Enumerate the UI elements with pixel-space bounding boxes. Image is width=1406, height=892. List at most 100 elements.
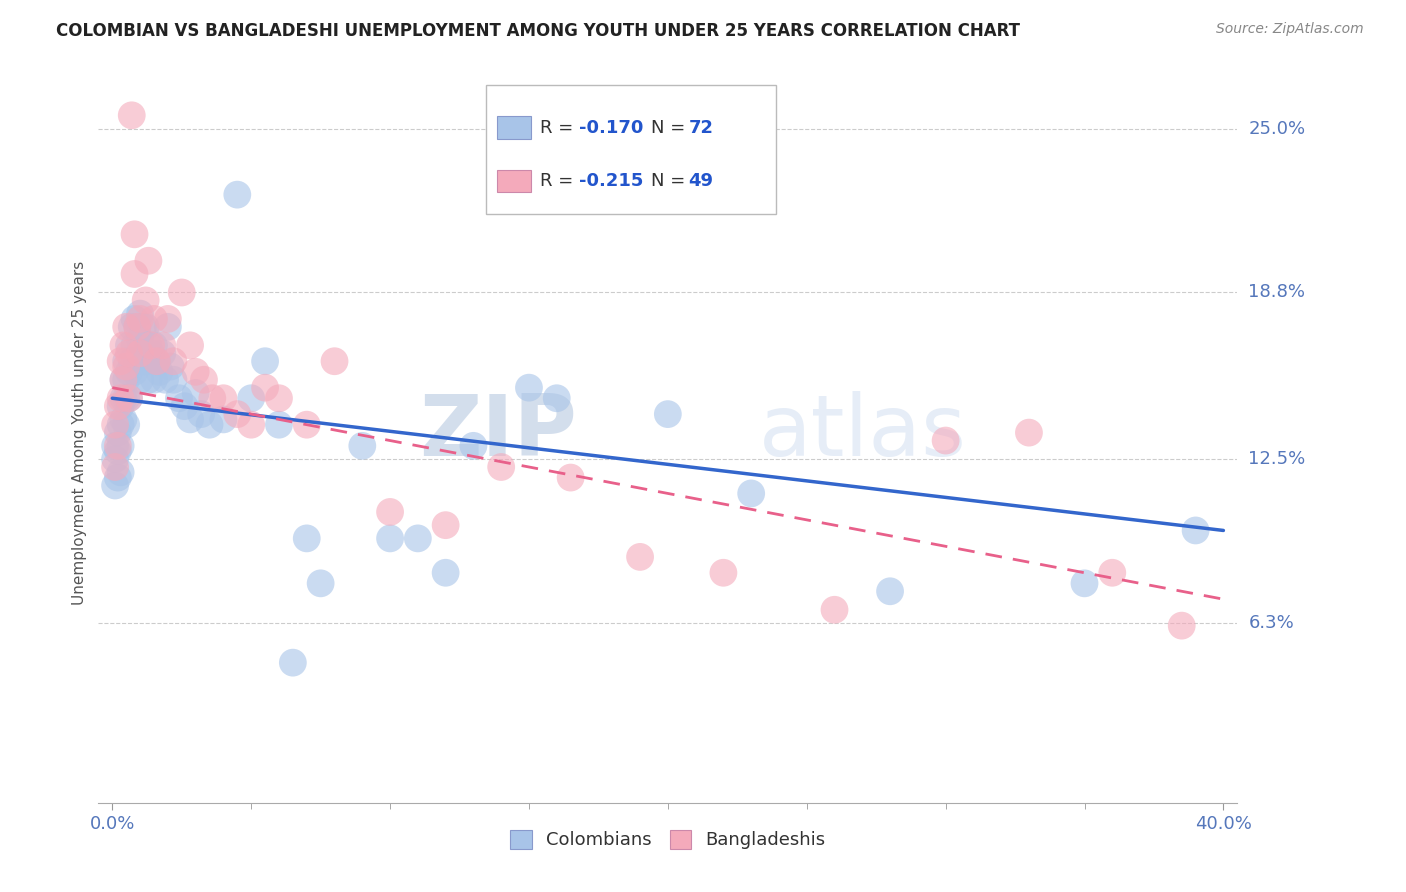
Point — [115, 359, 138, 374]
Point — [115, 417, 138, 432]
Point — [115, 319, 138, 334]
Point — [517, 381, 540, 395]
Point — [295, 417, 318, 432]
Point — [129, 312, 152, 326]
Text: Source: ZipAtlas.com: Source: ZipAtlas.com — [1216, 22, 1364, 37]
Point — [150, 346, 173, 360]
Point — [254, 354, 277, 368]
Point — [193, 373, 215, 387]
Point — [170, 285, 193, 300]
Point — [240, 417, 263, 432]
Point — [138, 338, 160, 352]
FancyBboxPatch shape — [498, 117, 531, 138]
Point — [118, 346, 141, 360]
Point — [104, 417, 127, 432]
Point — [226, 407, 249, 421]
Point — [378, 532, 401, 546]
Point — [121, 319, 143, 334]
Point — [115, 354, 138, 368]
Point — [104, 452, 127, 467]
Point — [143, 338, 166, 352]
Point — [145, 354, 167, 368]
Point — [112, 338, 135, 352]
Point — [112, 412, 135, 426]
Point — [107, 470, 129, 484]
Point — [135, 293, 157, 308]
Point — [127, 354, 149, 368]
Point — [104, 460, 127, 475]
Point — [121, 108, 143, 122]
Point — [124, 312, 146, 326]
Point — [190, 407, 212, 421]
Text: atlas: atlas — [759, 391, 967, 475]
Point — [240, 391, 263, 405]
Point — [104, 439, 127, 453]
Point — [713, 566, 735, 580]
Point — [173, 399, 195, 413]
Point — [135, 354, 157, 368]
Point — [127, 319, 149, 334]
Point — [159, 359, 181, 374]
Point — [406, 532, 429, 546]
Point — [129, 373, 152, 387]
Point — [143, 312, 166, 326]
Text: R =: R = — [540, 172, 579, 190]
Point — [1073, 576, 1095, 591]
Text: 6.3%: 6.3% — [1249, 614, 1294, 632]
Point — [162, 373, 184, 387]
Point — [118, 338, 141, 352]
FancyBboxPatch shape — [498, 169, 531, 192]
Point — [153, 373, 176, 387]
Point — [740, 486, 762, 500]
Point — [167, 391, 190, 405]
Point — [162, 354, 184, 368]
Point — [107, 425, 129, 440]
Point — [212, 391, 235, 405]
Point — [628, 549, 651, 564]
Point — [110, 417, 132, 432]
Point — [110, 399, 132, 413]
Point — [309, 576, 332, 591]
Point — [141, 346, 163, 360]
Point — [107, 439, 129, 453]
Point — [352, 439, 374, 453]
Text: N =: N = — [651, 172, 690, 190]
Legend: Colombians, Bangladeshis: Colombians, Bangladeshis — [502, 823, 834, 856]
Point — [141, 338, 163, 352]
Point — [107, 444, 129, 458]
Text: N =: N = — [651, 119, 690, 136]
Text: -0.215: -0.215 — [579, 172, 644, 190]
Point — [254, 381, 277, 395]
Point — [546, 391, 568, 405]
Point — [118, 391, 141, 405]
Point — [434, 518, 457, 533]
Text: 49: 49 — [689, 172, 713, 190]
Point — [156, 319, 179, 334]
Point — [1018, 425, 1040, 440]
Point — [110, 439, 132, 453]
Point — [110, 354, 132, 368]
Point — [124, 365, 146, 379]
Point — [107, 399, 129, 413]
Point — [179, 338, 201, 352]
Point — [378, 505, 401, 519]
Point — [323, 354, 346, 368]
Point — [156, 312, 179, 326]
Point — [138, 253, 160, 268]
Point — [132, 354, 155, 368]
Point — [1184, 524, 1206, 538]
Text: 72: 72 — [689, 119, 713, 136]
Point — [560, 470, 582, 484]
Text: 12.5%: 12.5% — [1249, 450, 1306, 468]
Point — [143, 373, 166, 387]
Point — [138, 373, 160, 387]
Point — [434, 566, 457, 580]
Point — [212, 412, 235, 426]
Point — [179, 412, 201, 426]
Point — [295, 532, 318, 546]
Point — [267, 391, 290, 405]
Point — [110, 465, 132, 479]
Y-axis label: Unemployment Among Youth under 25 years: Unemployment Among Youth under 25 years — [72, 260, 87, 605]
Text: R =: R = — [540, 119, 579, 136]
Point — [198, 417, 221, 432]
